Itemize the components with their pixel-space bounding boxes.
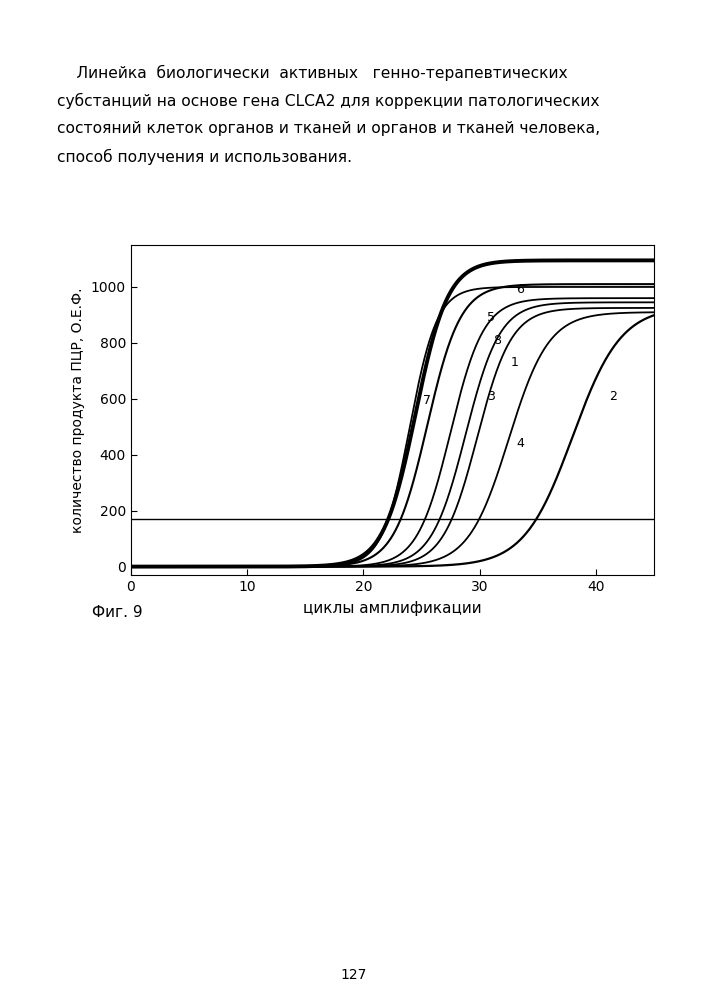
Text: 2: 2 [609,390,617,403]
Text: Фиг. 9: Фиг. 9 [92,605,143,620]
Text: 4: 4 [516,437,524,450]
Text: состояний клеток органов и тканей и органов и тканей человека,: состояний клеток органов и тканей и орга… [57,121,600,136]
Text: 3: 3 [487,390,495,403]
Text: 8: 8 [493,334,501,347]
Text: 5: 5 [487,311,495,324]
X-axis label: циклы амплификации: циклы амплификации [303,601,481,616]
Text: субстанций на основе гена CLCA2 для коррекции патологических: субстанций на основе гена CLCA2 для корр… [57,93,599,109]
Text: 7: 7 [423,394,431,407]
Text: 1: 1 [510,356,518,369]
Text: Линейка  биологически  активных   генно-терапевтических: Линейка биологически активных генно-тера… [57,65,567,81]
Text: способ получения и использования.: способ получения и использования. [57,149,351,165]
Y-axis label: количество продукта ПЦР, О.Е.Ф.: количество продукта ПЦР, О.Е.Ф. [71,287,86,533]
Text: 6: 6 [516,283,524,296]
Text: 127: 127 [340,968,367,982]
